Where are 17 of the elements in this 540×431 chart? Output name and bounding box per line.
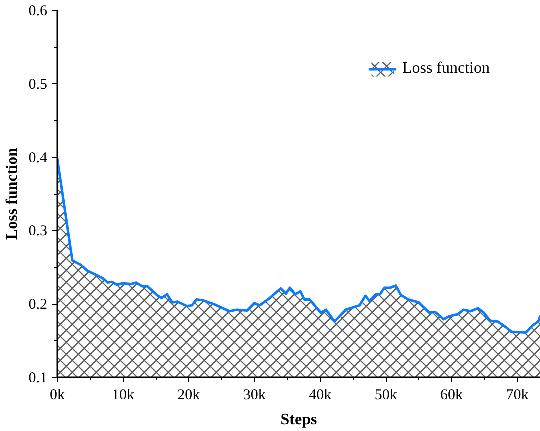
y-tick-label: 0.3: [28, 224, 48, 240]
y-tick-label: 0.5: [28, 76, 48, 93]
y-tick-label: 0.1: [28, 370, 48, 386]
x-axis-title: Steps: [280, 412, 318, 428]
y-tick-label: 0.2: [28, 297, 48, 314]
x-tick-label: 30k: [243, 388, 266, 404]
y-tick-label: 0.4: [28, 150, 48, 166]
x-tick-label: 10k: [112, 388, 135, 404]
x-tick-label: 20k: [178, 388, 201, 404]
y-tick-label: 0.6: [28, 4, 48, 20]
y-axis-title: Loss function: [4, 148, 21, 240]
x-tick-label: 40k: [309, 388, 332, 404]
legend-label: Loss function: [402, 60, 490, 78]
x-tick-label: 70k: [506, 388, 530, 404]
x-tick-label: 50k: [374, 388, 398, 404]
x-tick-label: 60k: [440, 388, 464, 404]
x-tick-label: 0k: [50, 388, 66, 404]
